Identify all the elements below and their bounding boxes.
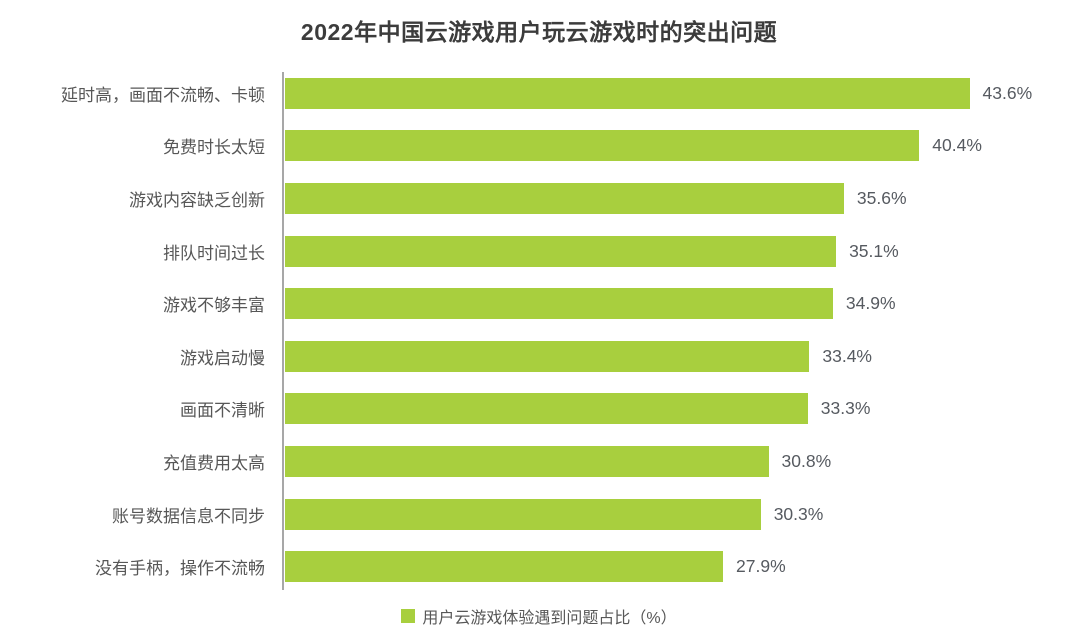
value-label: 35.6%: [856, 187, 907, 208]
category-label: 画面不清晰: [180, 401, 265, 421]
value-label: 34.9%: [845, 293, 896, 314]
category-label: 排队时间过长: [163, 243, 265, 263]
category-label: 账号数据信息不同步: [112, 506, 265, 526]
category-label: 延时高，画面不流畅、卡顿: [61, 85, 265, 105]
bar-track: 43.6%: [283, 77, 1070, 109]
category-label: 游戏启动慢: [180, 348, 265, 368]
value-label: 30.3%: [773, 503, 824, 524]
bar: [285, 235, 837, 267]
bar-track: 34.9%: [283, 288, 1070, 320]
bar: [285, 498, 761, 530]
y-axis-line: [282, 72, 284, 590]
bar-track: 27.9%: [283, 551, 1070, 583]
bar-track: 40.4%: [283, 130, 1070, 162]
category-label: 游戏不够丰富: [163, 296, 265, 316]
legend-swatch-icon: [401, 608, 416, 623]
chart-title: 2022年中国云游戏用户玩云游戏时的突出问题: [300, 19, 778, 45]
value-label: 35.1%: [849, 240, 899, 261]
bar: [285, 445, 769, 477]
value-label: 33.3%: [820, 398, 871, 419]
bar: [285, 182, 844, 214]
bar-track: 35.6%: [283, 182, 1070, 214]
bar-row: 充值费用太高 30.8%: [0, 435, 1070, 488]
bar-row: 游戏启动慢 33.4%: [0, 330, 1070, 383]
bar-track: 33.3%: [283, 393, 1070, 425]
category-label: 充值费用太高: [163, 453, 265, 473]
value-label: 40.4%: [932, 135, 982, 156]
legend-label: 用户云游戏体验遇到问题占比（%）: [422, 609, 677, 627]
bar-row: 免费时长太短 40.4%: [0, 120, 1070, 173]
bar-track: 33.4%: [283, 340, 1070, 372]
bar-chart-area: 延时高，画面不流畅、卡顿 43.6% 免费时长太短 40.4% 游戏内容缺乏创新 35.6…: [0, 67, 1078, 593]
value-label: 43.6%: [982, 82, 1033, 103]
category-label: 免费时长太短: [163, 138, 265, 158]
bar-track: 30.3%: [283, 498, 1070, 530]
bar-row: 画面不清晰 33.3%: [0, 383, 1070, 436]
bar: [285, 77, 970, 109]
bar-row: 游戏内容缺乏创新 35.6%: [0, 172, 1070, 225]
value-label: 27.9%: [736, 556, 786, 577]
category-label: 没有手柄，操作不流畅: [95, 559, 265, 579]
bar-row: 延时高，画面不流畅、卡顿 43.6%: [0, 67, 1070, 120]
bar: [285, 288, 833, 320]
bar: [285, 340, 810, 372]
category-label: 游戏内容缺乏创新: [129, 190, 265, 210]
bar-row: 账号数据信息不同步 30.3%: [0, 488, 1070, 541]
bar: [285, 393, 808, 425]
bar-row: 没有手柄，操作不流畅 27.9%: [0, 540, 1070, 593]
value-label: 30.8%: [781, 450, 832, 471]
bar: [285, 130, 920, 162]
bar-track: 30.8%: [283, 445, 1070, 477]
bar-track: 35.1%: [283, 235, 1070, 267]
legend: 用户云游戏体验遇到问题占比（%）: [0, 604, 1078, 628]
bar: [285, 551, 724, 583]
bar-row: 排队时间过长 35.1%: [0, 225, 1070, 278]
bar-row: 游戏不够丰富 34.9%: [0, 277, 1070, 330]
value-label: 33.4%: [822, 345, 872, 366]
